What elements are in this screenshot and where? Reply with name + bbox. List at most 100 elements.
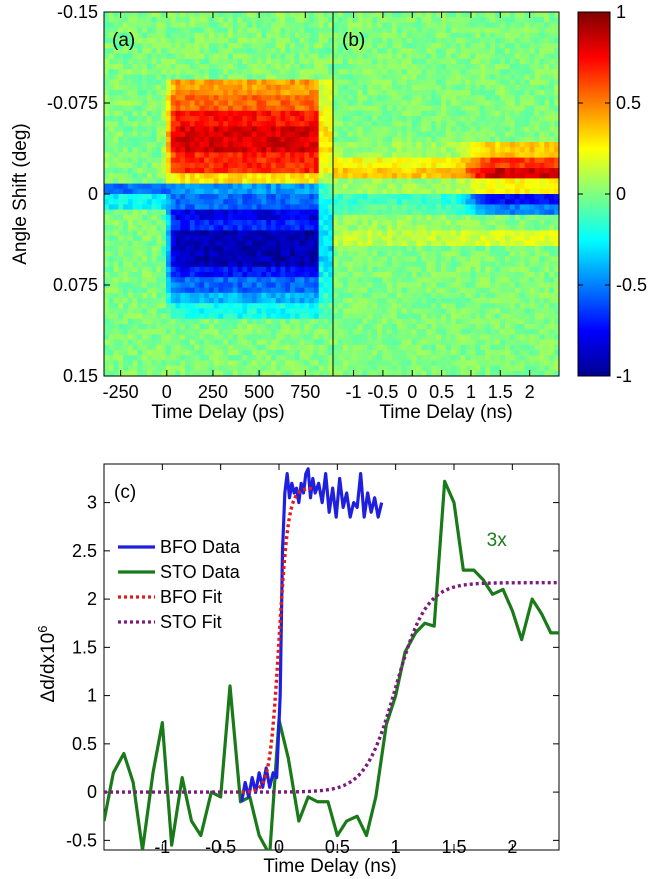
heatmap-cell (218, 318, 224, 325)
heatmap-cell (127, 90, 134, 96)
heatmap-cell (318, 12, 325, 18)
heatmap-cell (372, 110, 378, 117)
heatmap-cell (228, 147, 234, 153)
heatmap-cell (185, 240, 191, 247)
heatmap-cell (357, 178, 364, 185)
heatmap-cell (228, 121, 234, 127)
heatmap-cell (377, 214, 383, 221)
heatmap-cell (357, 157, 364, 164)
heatmap-cell (396, 292, 403, 299)
heatmap-cell (337, 116, 344, 122)
heatmap-cell (396, 225, 403, 231)
heatmap-cell (189, 272, 196, 278)
heatmap-cell (318, 64, 325, 70)
heatmap-cell (123, 53, 129, 60)
heatmap-cell (396, 246, 403, 252)
heatmap-cell (382, 142, 388, 148)
heatmap-cell (237, 370, 243, 377)
heatmap-cell (156, 64, 162, 70)
heatmap-cell (237, 105, 243, 112)
heatmap-cell (290, 90, 296, 96)
heatmap-cell (251, 48, 258, 55)
heatmap-cell (242, 256, 248, 263)
heatmap-cell (247, 188, 253, 195)
heatmap-cell (137, 69, 143, 75)
heatmap-cell (294, 43, 301, 49)
heatmap-cell (113, 318, 119, 325)
heatmap-cell (170, 173, 177, 179)
heatmap-cell (304, 136, 310, 143)
heatmap-cell (441, 194, 447, 200)
heatmap-cell (170, 43, 177, 49)
heatmap-cell (142, 188, 148, 195)
heatmap-cell (175, 27, 181, 34)
heatmap-cell (146, 17, 153, 23)
heatmap-cell (113, 350, 119, 356)
heatmap-cell (328, 58, 334, 65)
heatmap-cell (318, 230, 325, 237)
heatmap-cell (436, 64, 442, 70)
heatmap-cell (132, 173, 138, 179)
heatmap-cell (396, 194, 403, 200)
heatmap-cell (189, 308, 196, 315)
heatmap-cell (337, 90, 344, 96)
heatmap-cell (108, 292, 115, 299)
heatmap-cell (270, 110, 277, 117)
heatmap-cell (204, 272, 210, 278)
heatmap-cell (237, 324, 243, 330)
heatmap-cell (118, 142, 124, 148)
heatmap-cell (285, 48, 291, 55)
heatmap-cell (123, 308, 129, 315)
heatmap-cell (146, 157, 153, 164)
heatmap-cell (367, 240, 373, 247)
heatmap-cell (309, 313, 315, 320)
heatmap-cell (118, 344, 124, 351)
heatmap-cell (223, 292, 229, 299)
heatmap-cell (411, 360, 418, 367)
heatmap-cell (342, 230, 349, 237)
heatmap-cell (146, 100, 153, 107)
panel-a-label: (a) (112, 30, 135, 51)
heatmap-cell (275, 266, 282, 273)
heatmap-cell (357, 58, 364, 65)
heatmap-cell (290, 292, 296, 299)
heatmap-cell (382, 53, 388, 60)
heatmap-cell (372, 240, 378, 247)
heatmap-cell (294, 298, 301, 304)
heatmap-cell (242, 32, 248, 39)
heatmap-cell (185, 69, 191, 75)
heatmap-cell (194, 74, 201, 81)
heatmap-cell (426, 230, 432, 237)
heatmap-cell (228, 199, 234, 205)
heatmap-cell (421, 147, 427, 153)
heatmap-cell (382, 230, 388, 237)
heatmap-cell (256, 292, 263, 299)
heatmap-cell (436, 17, 442, 23)
heatmap-cell (290, 157, 296, 164)
heatmap-cell (166, 38, 172, 44)
heatmap-cell (142, 220, 148, 226)
heatmap-cell (357, 183, 364, 190)
heatmap-cell (352, 116, 359, 122)
heatmap-cell (208, 344, 215, 351)
heatmap-cell (416, 225, 423, 231)
heatmap-cell (285, 292, 291, 299)
heatmap-cell (342, 266, 349, 273)
heatmap-cell (237, 235, 243, 242)
heatmap-cell (132, 266, 138, 273)
heatmap-cell (323, 27, 329, 34)
heatmap-cell (223, 64, 229, 70)
heatmap-cell (347, 43, 354, 49)
heatmap-cell (256, 287, 263, 294)
heatmap-cell (132, 251, 138, 257)
heatmap-cell (431, 344, 437, 351)
heatmap-cell (256, 126, 263, 133)
heatmap-cell (137, 230, 143, 237)
heatmap-cell (299, 334, 305, 341)
heatmap-cell (256, 235, 263, 242)
heatmap-cell (175, 360, 181, 367)
heatmap-cell (416, 12, 423, 18)
heatmap-cell (204, 370, 210, 377)
heatmap-cell (189, 105, 196, 112)
heatmap-cell (323, 220, 329, 226)
